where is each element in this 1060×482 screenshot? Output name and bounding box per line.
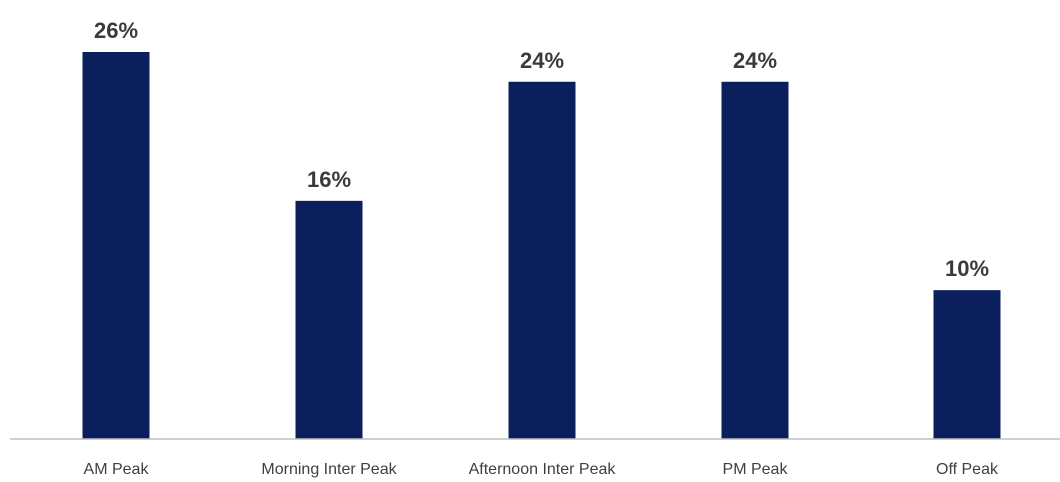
bars-group <box>82 52 1001 440</box>
data-label-1: 16% <box>307 167 351 192</box>
category-label-1: Morning Inter Peak <box>261 461 397 478</box>
category-label-2: Afternoon Inter Peak <box>469 461 617 478</box>
data-label-0: 26% <box>94 18 138 43</box>
bar-3 <box>721 81 789 440</box>
bar-1 <box>295 200 363 439</box>
category-label-4: Off Peak <box>936 461 999 478</box>
bar-2 <box>508 81 576 440</box>
category-label-3: PM Peak <box>723 461 789 478</box>
data-label-3: 24% <box>733 48 777 73</box>
data-label-4: 10% <box>945 256 989 281</box>
bar-4 <box>933 290 1001 439</box>
category-label-0: AM Peak <box>84 461 150 478</box>
value-labels-group: 26% 16% 24% 24% 10% <box>94 18 989 281</box>
bar-0 <box>82 52 150 439</box>
category-labels-group: AM Peak Morning Inter Peak Afternoon Inter… <box>84 461 999 478</box>
data-label-2: 24% <box>520 48 564 73</box>
